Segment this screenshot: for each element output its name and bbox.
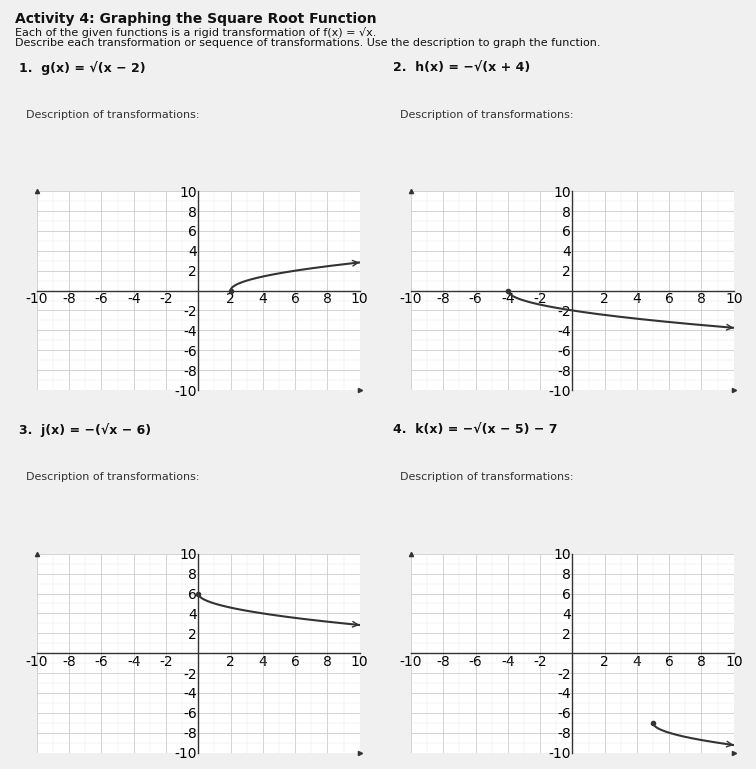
Text: Activity 4: Graphing the Square Root Function: Activity 4: Graphing the Square Root Fun… xyxy=(15,12,376,25)
Text: Description of transformations:: Description of transformations: xyxy=(400,110,574,120)
Text: Description of transformations:: Description of transformations: xyxy=(26,110,200,120)
Text: Describe each transformation or sequence of transformations. Use the description: Describe each transformation or sequence… xyxy=(15,38,600,48)
Text: 4.  k(x) = −√(x − 5) − 7: 4. k(x) = −√(x − 5) − 7 xyxy=(392,423,557,436)
Text: 2.  h(x) = −√(x + 4): 2. h(x) = −√(x + 4) xyxy=(392,61,530,74)
Text: 1.  g(x) = √(x − 2): 1. g(x) = √(x − 2) xyxy=(19,61,145,75)
Text: 3.  j(x) = −(√x − 6): 3. j(x) = −(√x − 6) xyxy=(19,423,150,437)
Text: Description of transformations:: Description of transformations: xyxy=(400,472,574,482)
Text: Each of the given functions is a rigid transformation of f(x) = √x.: Each of the given functions is a rigid t… xyxy=(15,27,376,38)
Text: Description of transformations:: Description of transformations: xyxy=(26,472,200,482)
